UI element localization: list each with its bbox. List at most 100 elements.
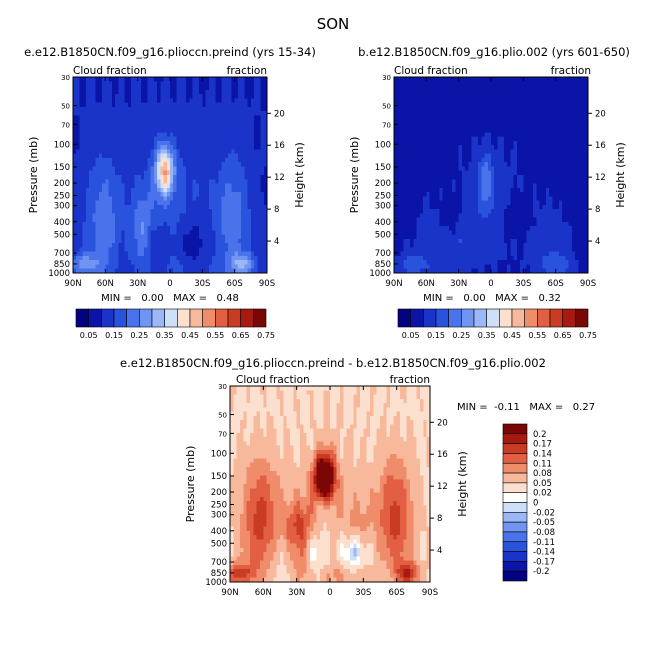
heatmap-cell [234, 111, 239, 116]
heatmap-cell [202, 85, 207, 91]
heatmap-cell [182, 115, 187, 121]
heatmap-cell [202, 162, 207, 168]
heatmap-cell [82, 157, 87, 163]
heatmap-cell [144, 149, 148, 155]
heatmap-cell [157, 264, 161, 270]
heatmap-cell [215, 264, 220, 270]
heatmap-cell [105, 230, 110, 236]
heatmap-cell [195, 226, 200, 231]
heatmap-cell [76, 238, 81, 244]
heatmap-cell [244, 255, 249, 261]
heatmap-cell [73, 115, 77, 121]
heatmap-cell [140, 187, 145, 193]
heatmap-cell [260, 102, 265, 108]
heatmap-cell [124, 123, 129, 129]
heatmap-cell [212, 204, 216, 210]
heatmap-cell [89, 204, 93, 210]
heatmap-cell [147, 209, 152, 214]
heatmap-cell [163, 264, 168, 270]
heatmap-cell [105, 115, 110, 121]
heatmap-cell [115, 149, 119, 155]
heatmap-cell [124, 251, 129, 257]
y-tick-label: 200 [54, 179, 70, 189]
heatmap-cell [228, 98, 233, 104]
panel-2-right-label: fraction [551, 65, 591, 77]
heatmap-cell [170, 140, 174, 146]
colorbar-swatch [177, 308, 191, 328]
heatmap-cell [218, 85, 223, 91]
heatmap-cell [254, 264, 258, 270]
heatmap-cell [118, 106, 123, 112]
heatmap-cell [82, 81, 87, 87]
heatmap-cell [400, 94, 405, 99]
heatmap-cell [166, 183, 171, 189]
heatmap-cell [157, 179, 161, 185]
heatmap-cell [195, 200, 200, 206]
heatmap-cell [257, 157, 262, 163]
heatmap-cell [241, 221, 245, 227]
heatmap-cell [257, 179, 262, 185]
heatmap-cell [257, 106, 262, 112]
heatmap-cell [403, 192, 408, 197]
heatmap-cell [394, 132, 398, 138]
heatmap-cell [153, 157, 158, 163]
heatmap-cell [163, 255, 168, 261]
heatmap-cell [212, 230, 216, 236]
heatmap-cell [179, 123, 184, 129]
heatmap-cell [127, 230, 132, 236]
heatmap-cell [410, 89, 414, 95]
heatmap-cell [170, 217, 174, 223]
heatmap-cell [105, 128, 110, 133]
heatmap-cell [85, 187, 90, 193]
heatmap-cell [124, 243, 129, 249]
heatmap-cell [153, 238, 158, 244]
heatmap-cell [260, 111, 265, 116]
heatmap-cell [160, 260, 165, 266]
heatmap-cell [241, 119, 245, 125]
heatmap-cell [241, 264, 245, 270]
heatmap-cell [263, 119, 268, 125]
heatmap-cell [170, 149, 174, 155]
heatmap-cell [115, 243, 119, 249]
heatmap-cell [199, 166, 203, 172]
heatmap-cell [208, 132, 213, 138]
heatmap-cell [189, 136, 194, 142]
heatmap-cell [403, 204, 408, 210]
heatmap-cell [153, 89, 158, 95]
heatmap-cell [160, 213, 165, 219]
heatmap-cell [195, 111, 200, 116]
heatmap-cell [111, 175, 116, 180]
heatmap-cell [205, 94, 210, 99]
heatmap-cell [208, 81, 213, 87]
heatmap-cell [92, 268, 97, 274]
heatmap-cell [124, 153, 129, 159]
heatmap-cell [134, 234, 139, 240]
heatmap-cell [115, 251, 119, 257]
heatmap-cell [263, 264, 268, 270]
heatmap-cell [397, 243, 402, 249]
heatmap-cell [89, 123, 93, 129]
heatmap-cell [394, 200, 398, 206]
heatmap-cell [192, 183, 197, 189]
heatmap-cell [195, 140, 200, 146]
heatmap-cell [400, 166, 405, 172]
heatmap-cell [111, 179, 116, 185]
heatmap-cell [140, 166, 145, 172]
heatmap-cell [85, 77, 90, 82]
heatmap-cell [410, 102, 414, 108]
heatmap-cell [179, 111, 184, 116]
heatmap-cell [108, 260, 113, 266]
heatmap-cell [263, 162, 268, 168]
heatmap-cell [218, 213, 223, 219]
heatmap-cell [403, 89, 408, 95]
heatmap-cell [224, 183, 229, 189]
heatmap-cell [182, 243, 187, 249]
heatmap-cell [144, 247, 148, 253]
heatmap-cell [224, 123, 229, 129]
heatmap-cell [124, 217, 129, 223]
heatmap-cell [244, 187, 249, 193]
heatmap-cell [147, 268, 152, 274]
heatmap-cell [147, 106, 152, 112]
heatmap-cell [160, 94, 165, 99]
heatmap-cell [257, 128, 262, 133]
